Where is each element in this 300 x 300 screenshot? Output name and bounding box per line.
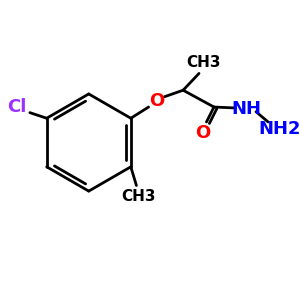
Text: NH2: NH2 (258, 120, 300, 138)
Text: CH3: CH3 (121, 189, 155, 204)
Text: NH: NH (232, 100, 262, 118)
Text: CH3: CH3 (186, 55, 221, 70)
Text: Cl: Cl (7, 98, 26, 116)
Text: O: O (149, 92, 165, 110)
Text: O: O (195, 124, 210, 142)
